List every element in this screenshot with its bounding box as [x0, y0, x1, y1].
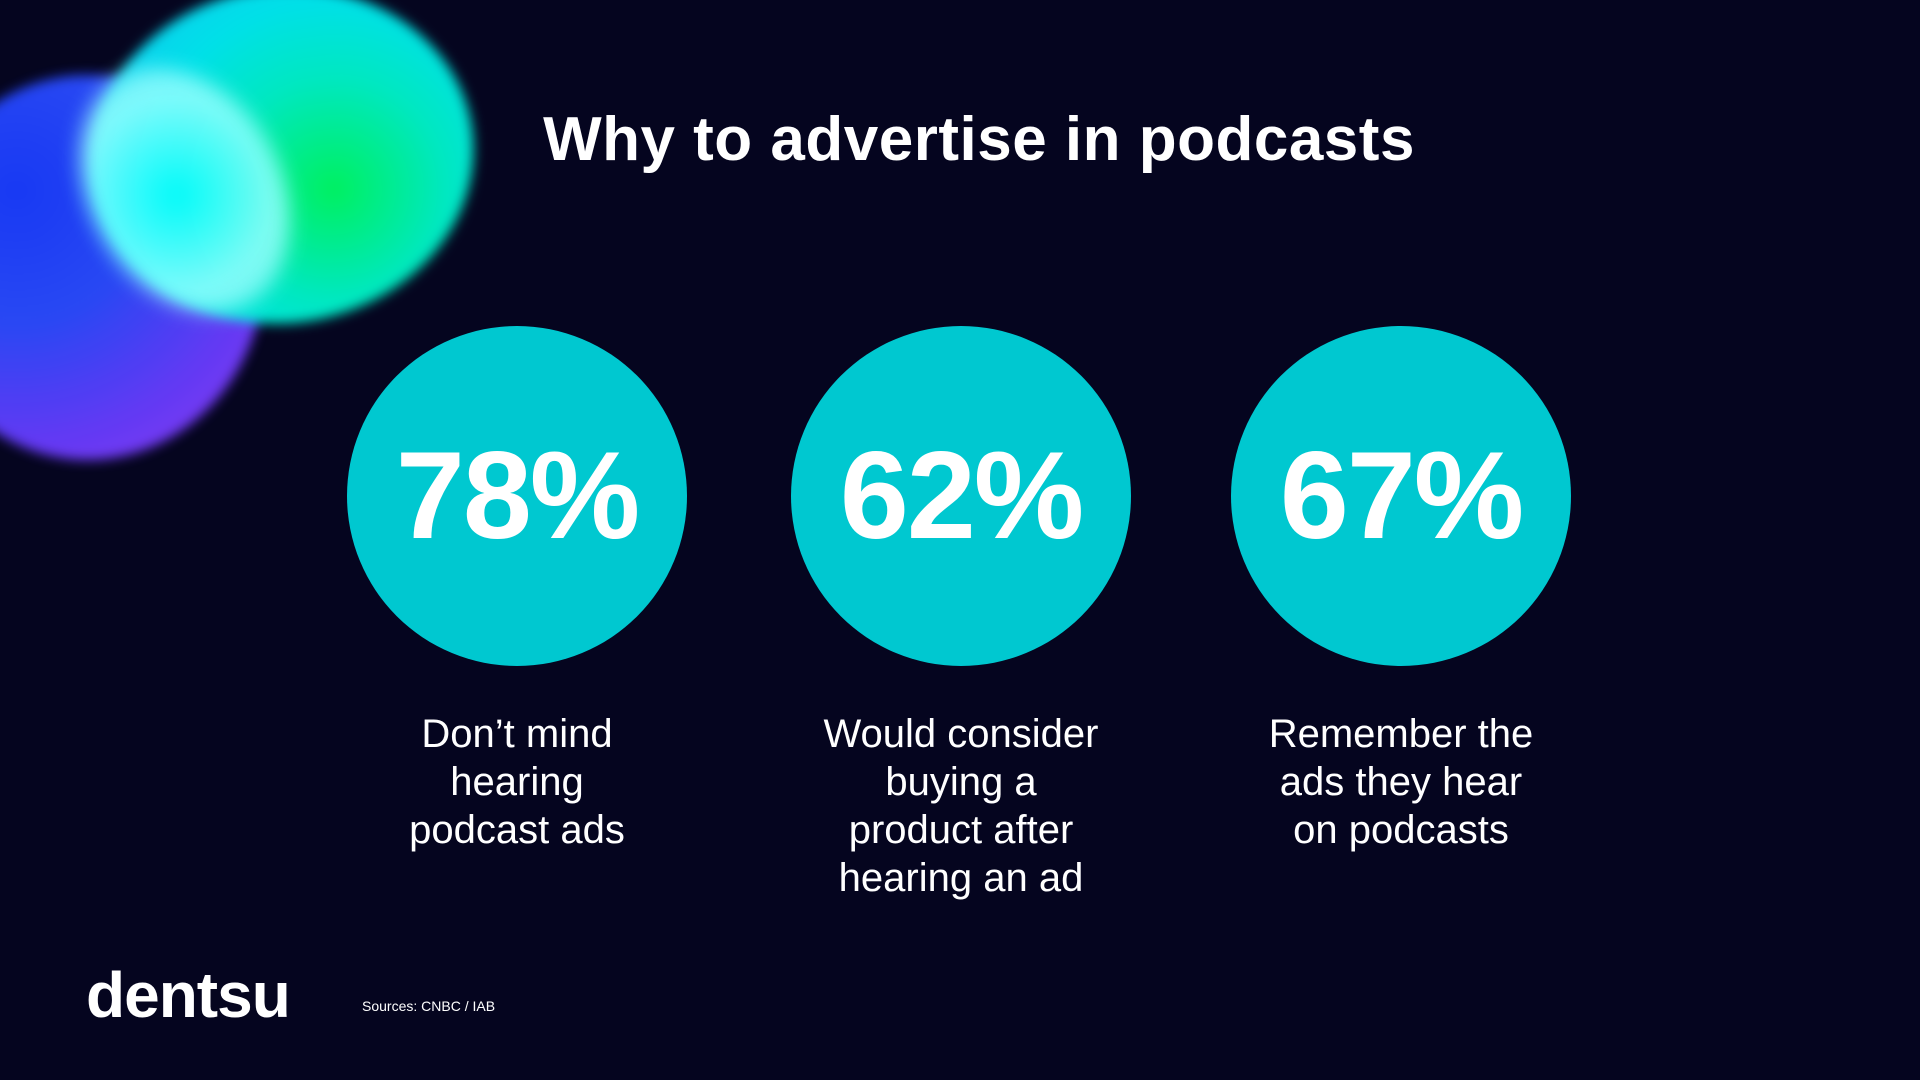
- stat-card: 62% Would consider buying a product afte…: [791, 326, 1131, 900]
- stat-card: 78% Don’t mind hearing podcast ads: [347, 326, 687, 852]
- stat-circle: 62%: [791, 326, 1131, 666]
- stat-caption: Would consider buying a product after he…: [823, 712, 1099, 900]
- stat-caption: Remember the ads they hear on podcasts: [1268, 712, 1534, 852]
- stat-value: 67%: [1279, 427, 1524, 565]
- stat-caption: Don’t mind hearing podcast ads: [409, 712, 625, 852]
- dentsu-logo: dentsu: [86, 959, 291, 1031]
- sources-note: Sources: CNBC / IAB: [362, 998, 496, 1014]
- stat-value: 78%: [395, 427, 640, 565]
- stat-card: 67% Remember the ads they hear on podcas…: [1231, 326, 1571, 852]
- stat-circle: 67%: [1231, 326, 1571, 666]
- stat-value: 62%: [839, 427, 1084, 565]
- stat-circle: 78%: [347, 326, 687, 666]
- page-title: Why to advertise in podcasts: [543, 105, 1415, 174]
